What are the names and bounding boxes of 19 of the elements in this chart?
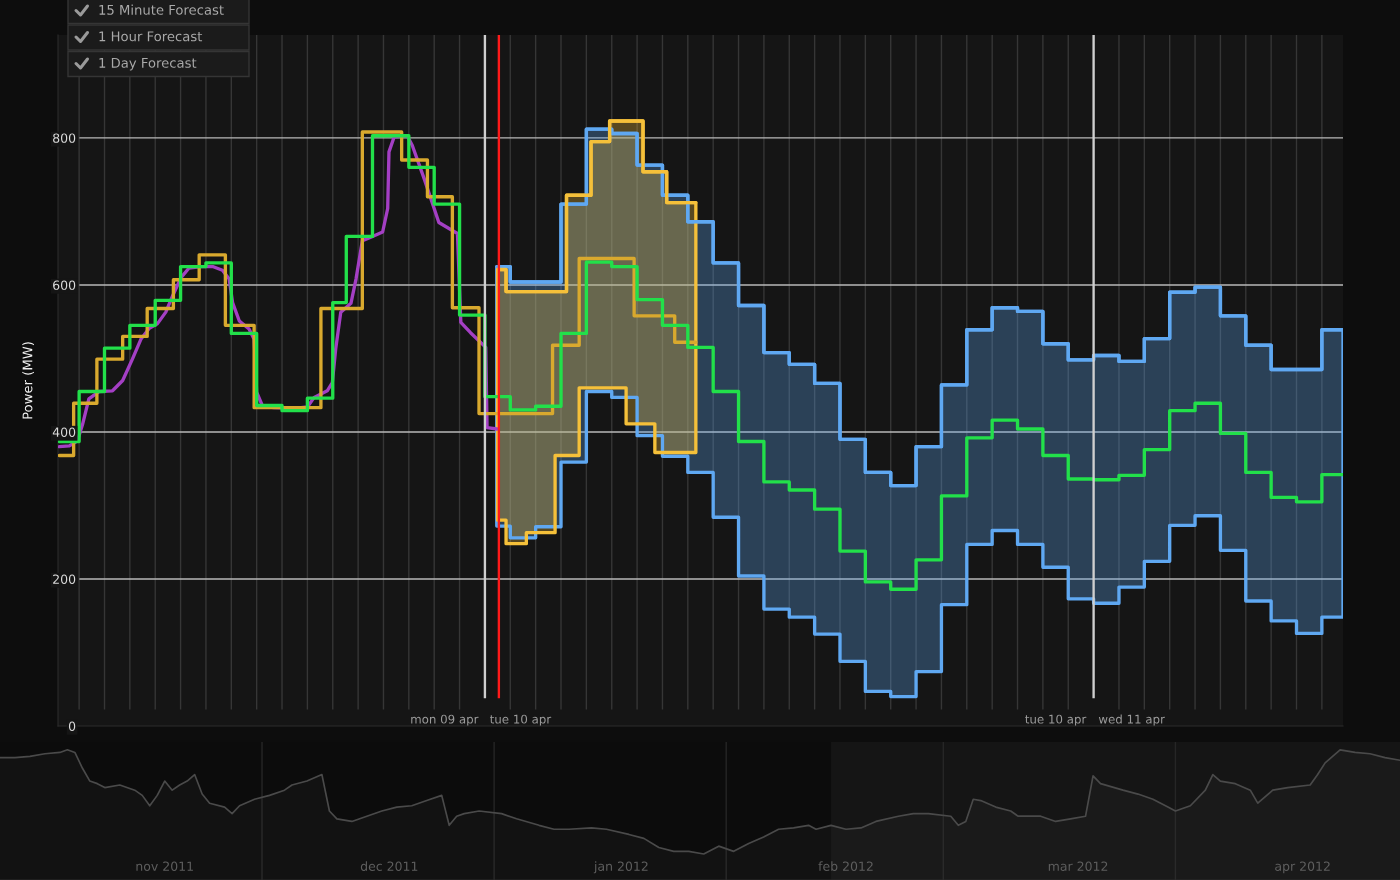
y-tick-label: 600: [53, 280, 76, 290]
y-tick-label: 800: [53, 133, 76, 143]
y-tick-label: 200: [53, 574, 76, 584]
x-tick-label: jan 2012: [593, 861, 648, 874]
x-tick-label: feb 2012: [818, 861, 873, 871]
y-tick-label: 0: [68, 721, 76, 731]
y-tick-label: 400: [52, 427, 76, 437]
annotation: 1 Day Forecast: [99, 58, 197, 71]
annotation: 1 Hour Forecast: [99, 31, 203, 42]
x-tick-label: tue 10 apr: [1025, 714, 1087, 726]
x-tick-label: dec 2011: [360, 861, 418, 871]
y-axis-title: Power (MW): [22, 342, 34, 419]
x-tick-label: nov 2011: [136, 861, 193, 871]
x-tick-label: mon 09 apr: [411, 714, 479, 726]
text: 15 Minute Forecast: [99, 4, 224, 15]
x-tick-label: tue 10 apr: [490, 714, 552, 726]
x-tick-label: wed 11 apr: [1098, 714, 1165, 726]
x-tick-label: mar 2012: [1048, 861, 1108, 871]
x-tick-label: apr 2012: [1275, 861, 1330, 874]
